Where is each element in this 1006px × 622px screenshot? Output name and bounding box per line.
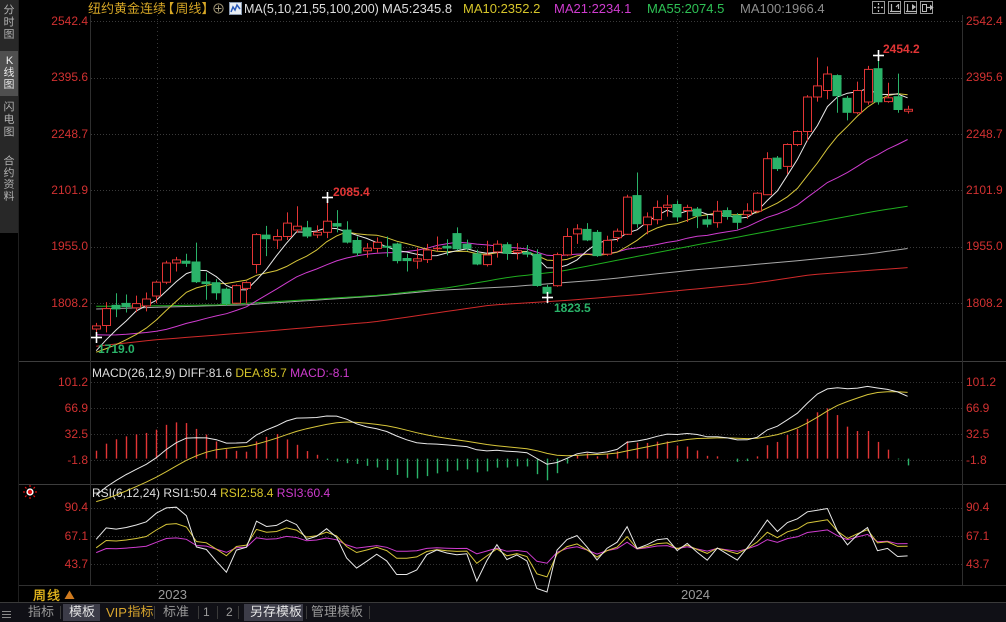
svg-text:1719.0: 1719.0 [98,342,135,356]
svg-text:1823.5: 1823.5 [554,301,591,315]
svg-text:2454.2: 2454.2 [883,42,920,56]
svg-text:K: K [6,55,14,67]
svg-text:2085.4: 2085.4 [333,185,370,199]
